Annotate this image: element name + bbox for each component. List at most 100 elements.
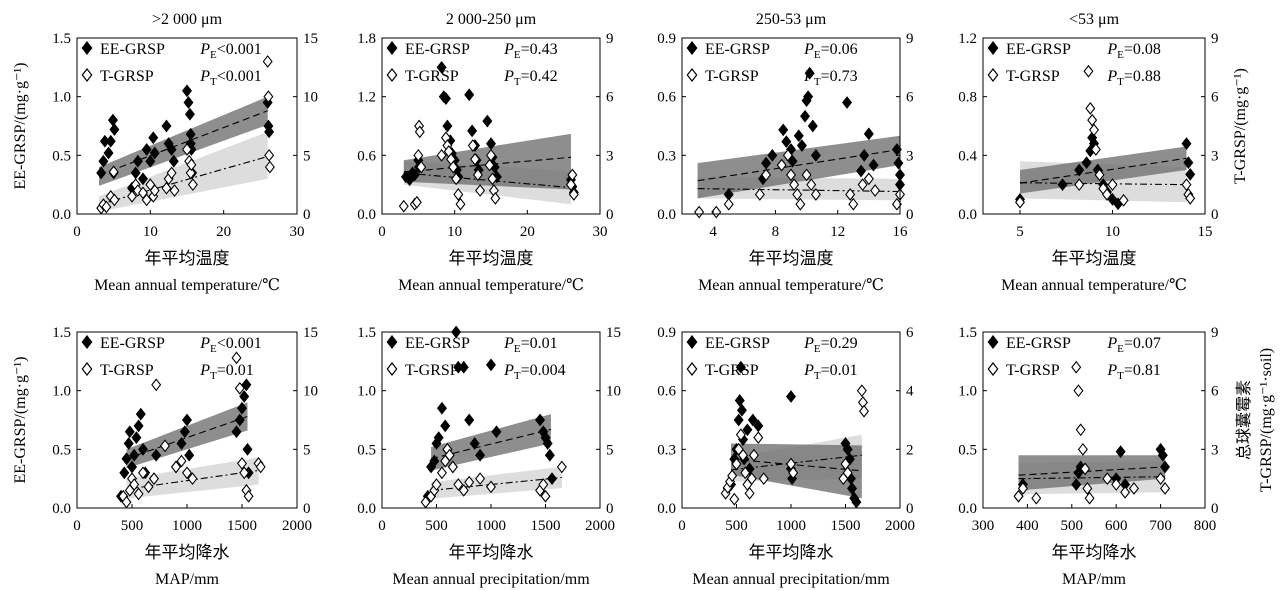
ee-grsp-point [429,454,440,468]
ee-grsp-point [842,96,853,109]
ee-grsp-point [542,437,553,450]
t-grsp-point [556,460,567,474]
t-grsp-point [786,168,796,182]
ee-grsp-point [409,168,420,182]
ee-grsp-point [893,156,904,170]
y-tick-label-right: 5 [303,442,311,458]
legend-t-marker [386,68,398,82]
x-tick-label: 2000 [585,518,615,534]
t-grsp-point [1094,168,1105,182]
legend-t-label: T-GRSP [405,362,459,379]
x-axis-label-cn: 年平均温度 [1052,249,1137,268]
legend-p-value: PT=0.01 [803,362,858,382]
ee-grsp-point [482,114,493,128]
y-axis-label-left: EE-GRSP/(mg·g⁻¹) [12,62,29,189]
t-grsp-point [133,487,144,501]
t-grsp-point [1031,491,1042,505]
t-grsp-point [782,148,793,162]
ee-grsp-point [735,360,746,374]
ee-grsp-point [123,437,134,450]
trend-line-ee [98,110,268,176]
ee-grsp-point [182,413,192,427]
x-tick-label: 4 [709,224,717,240]
ee-grsp-point [242,442,253,456]
t-grsp-point [746,472,757,486]
trend-line-ee [1018,466,1166,476]
y-axis-label-right: T-GRSP/(mg·g⁻¹·soil) [1258,348,1275,492]
t-grsp-point [262,55,273,68]
t-grsp-point [187,178,198,192]
x-axis-label-en: Mean annual temperature/℃ [94,277,280,294]
t-grsp-point [255,460,266,474]
t-grsp-point [182,143,192,156]
t-grsp-point [414,125,425,139]
y-tick-label-right: 10 [303,384,318,400]
ee-grsp-point [847,482,858,495]
t-grsp-point [448,160,459,174]
x-tick-label: 8 [772,224,780,240]
x-tick-label: 10 [143,224,158,240]
y-tick-label-left: 0.0 [657,207,676,223]
y-tick-label-right: 9 [906,31,914,47]
t-grsp-point [237,457,247,470]
y-tick-label-left: 1.0 [357,384,376,400]
ee-grsp-point [464,88,475,102]
t-grsp-point [1073,384,1084,398]
t-grsp-point [1185,191,1196,205]
x-tick-label: 20 [216,224,231,240]
x-tick-label: 1000 [172,518,202,534]
t-grsp-point [567,168,578,182]
t-grsp-point [484,158,495,172]
x-tick-label: 5 [1016,224,1024,240]
t-grsp-point [758,472,769,486]
t-grsp-point [486,480,496,494]
ee-grsp-point [803,90,814,104]
x-tick-label: 30 [290,224,305,240]
t-grsp-point [464,475,475,489]
legend-t-marker [81,362,93,376]
ee-grsp-point [747,413,758,427]
t-grsp-point [453,478,464,491]
t-grsp-point [451,172,462,186]
ee-grsp-point [842,442,853,456]
plot-area [98,96,268,212]
ee-grsp-point [486,358,496,372]
trend-line-t [430,476,562,491]
t-grsp-point [182,466,192,480]
t-grsp-point [1080,462,1091,476]
legend-p-value: PE<0.001 [199,335,262,355]
t-grsp-point [490,191,501,205]
t-grsp-point [1074,178,1085,192]
legend-ee-marker [686,335,698,349]
t-grsp-point [453,188,464,201]
ee-grsp-point [469,437,480,450]
t-grsp-point [789,178,800,192]
t-grsp-point [1015,195,1025,209]
ee-grsp-point [124,425,135,439]
ee-grsp-point [129,448,140,462]
legend: EE-GRSP PE=0.01 T-GRSP PT=0.004 [386,335,566,382]
t-grsp-point [234,381,245,395]
t-grsp-point [186,158,197,172]
trend-line-ee [1019,157,1187,184]
ee-grsp-point [1057,178,1068,192]
ee-grsp-point [744,462,755,476]
y-tick-label-left: 1.5 [958,325,977,341]
t-grsp-point [776,158,787,172]
y-tick-label-right: 3 [906,148,914,164]
legend-p-value: PT=0.42 [503,68,558,88]
y-tick-label-left: 0.0 [958,207,977,223]
ee-grsp-point [231,425,242,439]
ee-grsp-point [742,423,753,437]
x-tick-label: 2000 [282,518,312,534]
ee-grsp-point [234,413,245,427]
x-tick-label: 500 [425,518,448,534]
ee-grsp-point [1071,478,1082,491]
t-grsp-point [1090,143,1101,156]
legend-ee-marker [987,41,999,55]
legend: EE-GRSP PE=0.29 T-GRSP PT=0.01 [686,335,858,382]
ee-grsp-point [1081,156,1092,170]
legend-ee-marker [386,41,398,55]
legend-t-label: T-GRSP [1006,362,1060,379]
trend-line-t [403,172,571,189]
